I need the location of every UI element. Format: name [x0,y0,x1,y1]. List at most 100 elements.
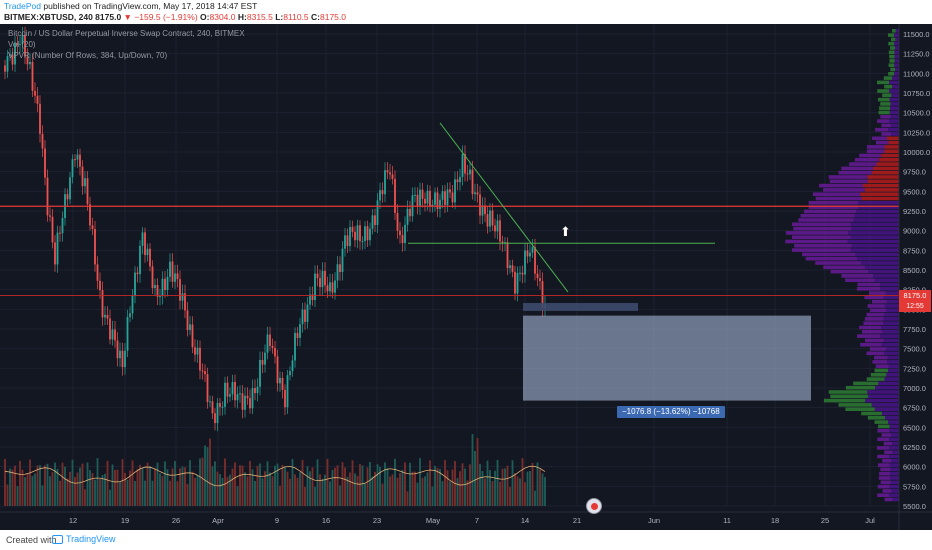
vpvr-bar-down [851,226,899,231]
time-axis-label: 18 [771,516,779,525]
time-axis-label: 23 [373,516,381,525]
vpvr-bar-up [791,235,851,239]
candle-body [409,208,411,217]
candle-body [254,388,256,394]
chart-pane[interactable]: 11500.0 11250.0 11000.0 10750.0 10500.0 10250… [0,24,932,530]
volume-bar [151,480,154,506]
candle-body [311,294,314,301]
candle-body [314,273,316,301]
volume-bar [481,470,484,506]
vpvr-bar-down [875,385,899,390]
vpvr-bar-up [860,342,882,347]
vpvr-bar-up [877,484,890,489]
vpvr-bar-down [890,106,899,110]
vpvr-bar-up [889,59,895,63]
candle-body [306,304,309,322]
vpvr-bar-down [848,231,899,235]
candle-body [331,282,334,293]
vpvr-bar-up [792,248,851,252]
volume-bar [169,480,171,506]
rocket-icon[interactable]: ⬆ [560,224,571,239]
price-axis-label: 6250.0 [903,443,926,452]
symbol-legend[interactable]: Bitcoin / US Dollar Perpetual Inverse Sw… [8,29,245,38]
volume-bar [21,469,24,506]
vpvr-bar-down [892,441,899,446]
candle-body [151,266,154,289]
vpvr-bar-down [894,72,899,76]
volume-bar [39,465,41,506]
vpvr-bar-down [887,368,899,373]
tradingview-link[interactable]: TradingView [52,534,116,545]
volume-bar [124,472,126,506]
candle-body [399,230,401,236]
volume-bar [389,476,391,506]
volume-bar [534,490,536,506]
volume-bar [9,468,11,506]
volume-bar [359,464,361,506]
candle-body [51,216,54,243]
volume-bar [321,478,324,506]
volume-bar [476,438,479,506]
vpvr-bar-down [882,321,899,325]
volume-bar [184,467,186,506]
candle-body [531,247,534,253]
volume-bar [329,481,331,506]
volume-bar [121,459,124,506]
candle-body [291,360,294,372]
candle-body [256,386,259,394]
candle-body [119,350,121,359]
vpvr-bar-down [876,162,899,166]
volume-bar [171,468,174,506]
candle-body [114,329,116,341]
volume-bar [434,465,436,506]
change-value: −159.5 (−1.91%) [134,12,198,22]
price-axis-label: 5750.0 [903,482,926,491]
price-axis-label: 7500.0 [903,345,926,354]
vpvr-bar-up [841,166,874,171]
volume-bar [194,477,196,506]
candle-body [461,153,464,177]
candle-body [189,324,191,331]
candle-body [394,178,396,213]
price-axis-label: 7250.0 [903,364,926,373]
volume-bar [136,469,139,506]
volume-bar [159,473,161,506]
volume-bar [289,478,291,506]
candle-body [491,210,494,226]
volume-bar [276,463,279,506]
volume-bar [64,466,66,506]
candle-body [261,359,264,365]
candle-body [356,225,359,241]
candle-body [194,347,196,355]
candle-body [316,273,319,279]
volume-bar [234,462,236,506]
vpvr-bar-down [892,497,899,502]
volume-bar [254,480,256,506]
vpvr-legend[interactable]: VPVR (Number Of Rows, 384, Up/Down, 70) [8,51,168,60]
candle-body [39,103,41,134]
candle-body [389,172,391,175]
vpvr-bar-up [808,201,859,205]
time-axis-label: Jun [648,516,660,525]
close-value: 8175.0 [320,12,346,22]
volume-bar [4,458,6,506]
vpvr-bar-down [894,46,899,50]
volume-bar [451,469,454,506]
vpvr-bar-up [815,261,862,265]
price-chart[interactable]: 11500.0 11250.0 11000.0 10750.0 10500.0 10250… [0,24,932,530]
volume-bar [179,468,181,506]
vpvr-bar-down [880,287,899,291]
volume-bar [214,461,216,506]
vpvr-bar-down [894,41,899,46]
vpvr-bar-up [793,226,852,231]
compare-icon[interactable] [586,498,602,514]
volume-bar [26,473,29,506]
volume-bar [361,465,364,506]
author-link[interactable]: TradePod [4,1,42,11]
vpvr-bar-down [881,325,899,330]
candle-body [176,273,179,280]
vpvr-bar-down [889,110,899,115]
measure-label[interactable]: −1076.8 (−13.62%) −10768 [617,406,725,418]
volume-bar [89,470,91,506]
volume-legend[interactable]: Vol (20) [8,40,36,49]
